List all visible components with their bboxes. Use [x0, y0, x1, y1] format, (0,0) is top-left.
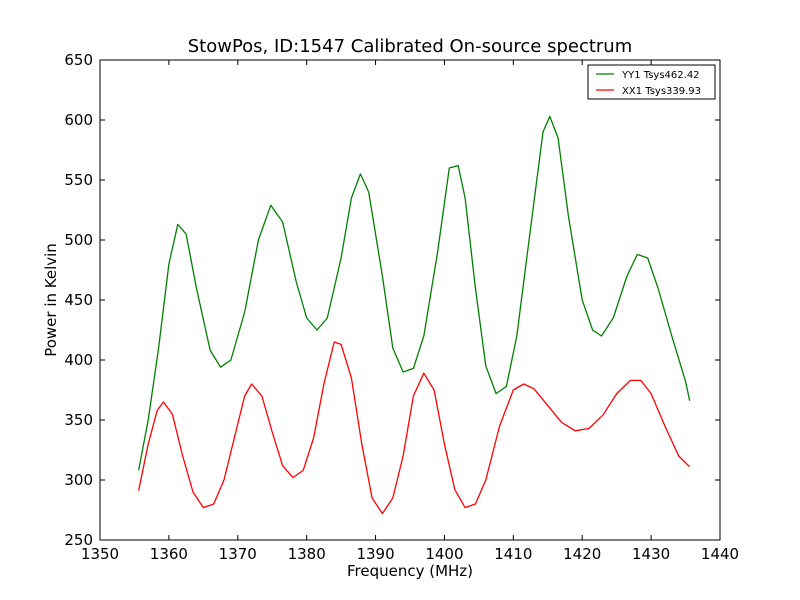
x-tick-label: 1370 — [219, 545, 257, 563]
y-tick-label: 500 — [64, 231, 93, 249]
x-tick-label: 1420 — [563, 545, 601, 563]
x-tick-label: 1430 — [632, 545, 670, 563]
y-tick-label: 450 — [64, 291, 93, 309]
plot-background — [100, 60, 720, 540]
legend-label-xx1: XX1 Tsys339.93 — [622, 86, 701, 97]
x-axis-title: Frequency (MHz) — [347, 562, 473, 580]
legend-box — [587, 64, 716, 100]
series-line-0 — [137, 115, 691, 471]
legend-label-yy1: YY1 Tsys462.42 — [621, 70, 700, 81]
y-tick-label: 250 — [64, 531, 93, 549]
y-tick-label: 550 — [64, 171, 93, 189]
x-tick-label: 1440 — [701, 545, 739, 563]
plot-area: 1350 1360 1370 1380 1390 1400 1410 1420 1430 1440… — [64, 51, 739, 563]
y-tick-label: 400 — [64, 351, 93, 369]
y-tick-label: 650 — [64, 51, 93, 69]
x-tick-label: 1400 — [425, 545, 463, 563]
series-layer — [137, 115, 691, 515]
y-tick-label: 350 — [64, 411, 93, 429]
x-tick-label: 1390 — [356, 545, 394, 563]
series-line-1 — [137, 341, 691, 515]
ticks-layer: 1350 1360 1370 1380 1390 1400 1410 1420 1430 1440… — [64, 51, 739, 563]
x-tick-label: 1350 — [81, 545, 119, 563]
chart-title: StowPos, ID:1547 Calibrated On-source sp… — [188, 36, 633, 57]
x-tick-label: 1380 — [288, 545, 326, 563]
legend: YY1 Tsys462.42 XX1 Tsys339.93 — [587, 64, 716, 100]
x-tick-label: 1410 — [494, 545, 532, 563]
y-tick-label: 600 — [64, 111, 93, 129]
x-tick-label: 1360 — [150, 545, 188, 563]
y-tick-label: 300 — [64, 471, 93, 489]
y-axis-title: Power in Kelvin — [42, 243, 60, 357]
